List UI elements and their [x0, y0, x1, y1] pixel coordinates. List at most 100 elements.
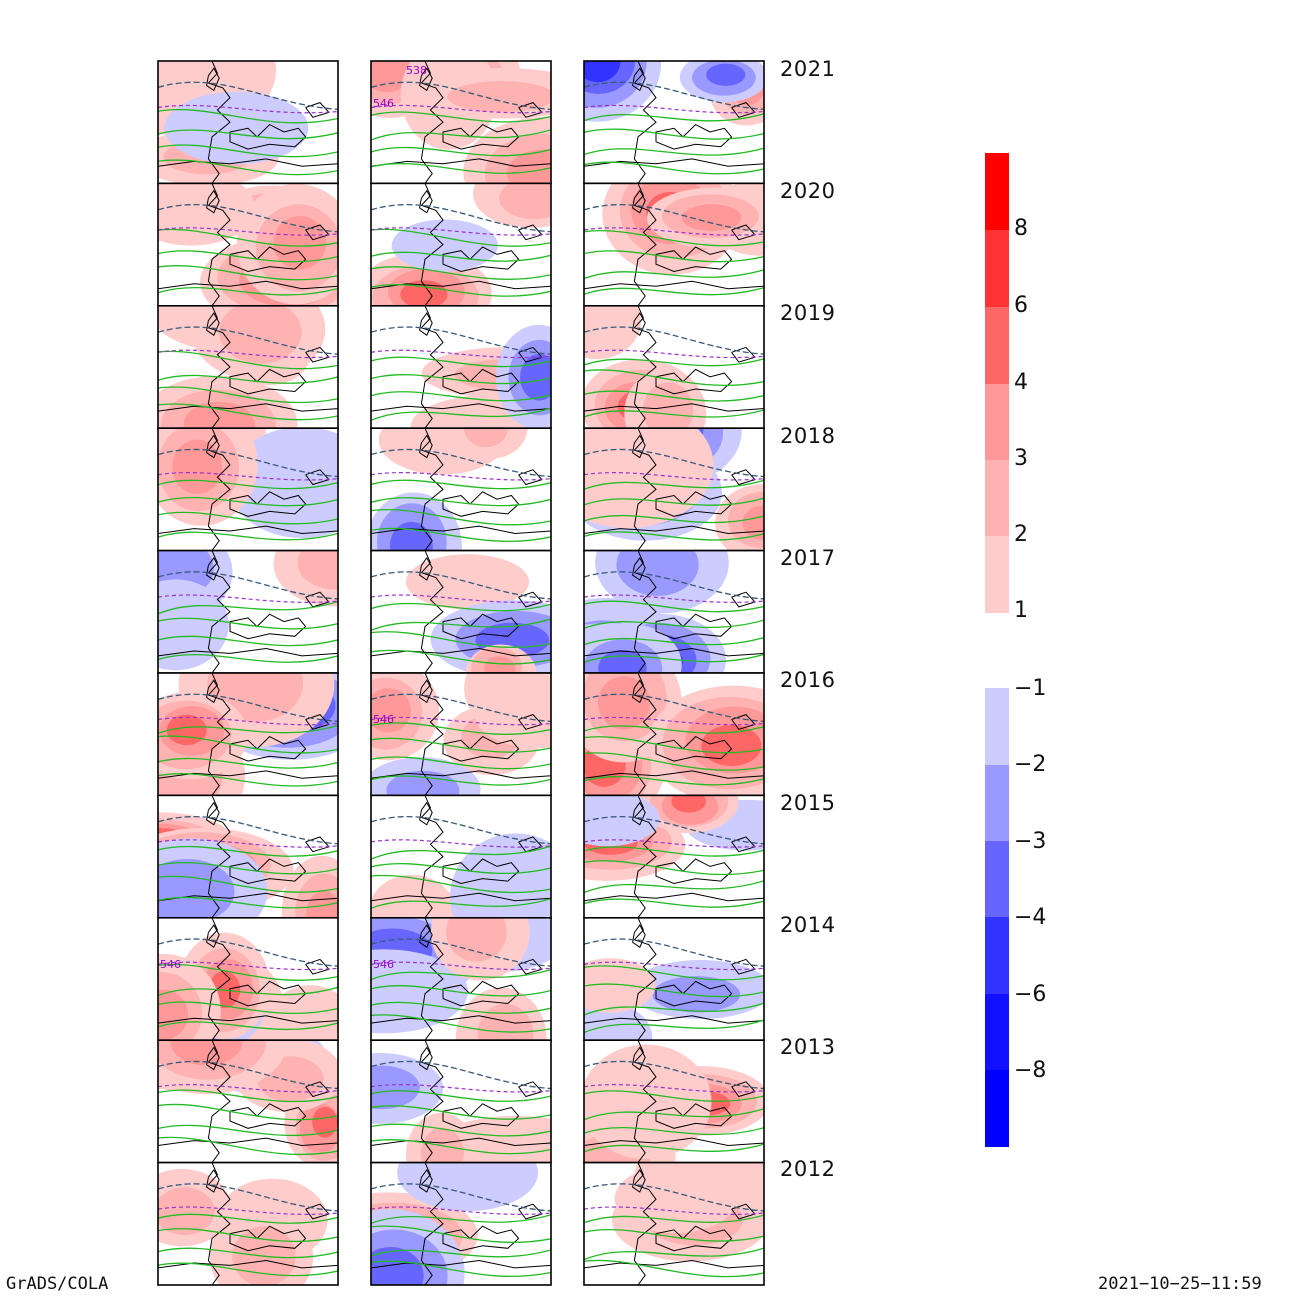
height-contour [158, 403, 338, 421]
height-contour [584, 479, 764, 490]
coastline [371, 647, 551, 657]
coastline [655, 858, 733, 885]
height-contour [158, 617, 338, 630]
anomaly-shading [463, 428, 509, 448]
coastline [420, 795, 444, 918]
height-contour [584, 898, 764, 908]
map-panel [158, 183, 338, 306]
timestamp: 2021−10−25−11:59 [1098, 1274, 1262, 1294]
height-contour [584, 636, 764, 646]
reference-contour [371, 1084, 551, 1093]
reference-contour [584, 594, 764, 603]
height-contour [158, 1262, 338, 1277]
height-contour [584, 1127, 764, 1136]
coastline [158, 647, 338, 657]
reference-contour [158, 961, 338, 971]
year-label: 2012 [780, 1157, 836, 1181]
coastline [229, 858, 307, 885]
height-contour [584, 1002, 764, 1016]
anomaly-shading [584, 61, 621, 83]
coastline [584, 403, 764, 412]
height-contour [371, 326, 551, 355]
map-panel [371, 673, 551, 796]
coastline [229, 1103, 307, 1129]
anomaly-shading [681, 204, 742, 232]
coastline [442, 368, 520, 395]
height-contour [371, 146, 551, 157]
coastline [371, 892, 551, 902]
coastline [442, 735, 520, 762]
height-contour [584, 752, 764, 771]
anomaly-shading [520, 354, 551, 401]
height-contour [158, 875, 338, 893]
reference-contour [584, 227, 764, 236]
year-label: 2021 [780, 57, 836, 81]
colorbar-label: −6 [1014, 982, 1047, 1007]
colorbar-label: 8 [1014, 216, 1028, 241]
anomaly-shading [158, 989, 189, 1041]
coastline [420, 305, 444, 429]
coastline [420, 61, 444, 184]
coastline [371, 403, 551, 412]
height-contour [158, 496, 338, 507]
height-contour [584, 497, 764, 506]
height-contour [158, 326, 338, 355]
height-contour [371, 898, 551, 909]
height-contour [371, 129, 551, 141]
height-contour [158, 386, 338, 404]
anomaly-shading [386, 770, 460, 796]
anomaly-shading [172, 439, 223, 495]
map-panel [371, 183, 551, 306]
anomaly-shading [507, 149, 551, 184]
map-panel [371, 428, 551, 551]
height-contour [158, 816, 338, 845]
coastline [229, 980, 307, 1007]
anomaly-shading [391, 219, 498, 272]
height-contour [371, 1225, 551, 1243]
reference-contour [371, 349, 551, 359]
height-contour [584, 1019, 764, 1034]
coastline [371, 770, 551, 779]
coastline [158, 403, 338, 412]
anomaly-shading [642, 382, 694, 429]
anomaly-shading [158, 579, 229, 671]
colorbar-negative [985, 688, 1009, 1147]
height-contour [158, 1247, 338, 1259]
anomaly-shading [446, 917, 507, 962]
colorbar-label: −3 [1014, 829, 1047, 854]
colorbar-label: −8 [1014, 1058, 1047, 1083]
height-contour [371, 284, 551, 297]
height-contour [584, 128, 764, 140]
height-contour [371, 938, 551, 967]
height-contour [371, 1214, 551, 1224]
coastline [655, 980, 733, 1007]
height-contour [584, 326, 764, 355]
coastline [655, 491, 733, 517]
map-panel [371, 795, 551, 918]
colorbar-label: 6 [1014, 293, 1028, 318]
colorbar-label: 4 [1014, 370, 1028, 395]
height-contour [584, 81, 764, 111]
coastline [655, 368, 733, 395]
coastline [158, 158, 338, 167]
coastline [584, 1137, 764, 1147]
map-panel [371, 917, 551, 1041]
height-contour [371, 1105, 551, 1120]
height-contour [371, 756, 551, 770]
colorbar-swatch [985, 460, 1009, 536]
height-contour [158, 963, 338, 981]
map-panel [584, 1162, 764, 1285]
height-contour [158, 228, 338, 247]
reference-contour [584, 716, 764, 726]
map-panel [371, 61, 551, 184]
height-contour [371, 618, 551, 631]
reference-contour [371, 594, 551, 603]
coastline [442, 858, 520, 885]
year-label: 2014 [780, 913, 836, 937]
coastline [633, 1040, 657, 1163]
coastline [371, 158, 551, 167]
height-contour [158, 374, 338, 384]
coastline [655, 1225, 733, 1252]
coastline [158, 1137, 338, 1147]
map-panel [584, 550, 764, 673]
